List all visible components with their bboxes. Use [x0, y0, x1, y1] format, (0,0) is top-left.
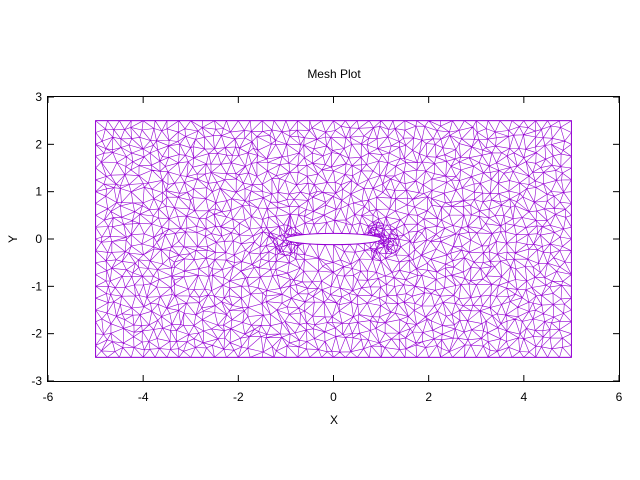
domain-boundary — [95, 120, 572, 358]
x-axis-label: X — [330, 413, 338, 427]
y-axis-label: Y — [6, 235, 20, 243]
x-tick-label: -6 — [43, 390, 54, 404]
mesh-layer — [95, 120, 572, 358]
y-tick-label: 1 — [35, 185, 42, 199]
chart-title: Mesh Plot — [307, 67, 361, 81]
y-tick-label: 3 — [35, 90, 42, 104]
y-tick-label: -1 — [31, 279, 42, 293]
airfoil-outline — [285, 232, 382, 246]
y-tick-label: -3 — [31, 374, 42, 388]
axis-ticks: -6 -4 -2 0 2 4 6 -3 -2 -1 0 1 2 3 — [31, 90, 622, 404]
x-tick-label: 2 — [425, 390, 432, 404]
x-tick-label: 4 — [520, 390, 527, 404]
x-tick-label: 6 — [616, 390, 623, 404]
x-tick-label: -2 — [233, 390, 244, 404]
x-tick-label: 0 — [330, 390, 337, 404]
plot-frame — [47, 96, 620, 382]
y-tick-label: 2 — [35, 137, 42, 151]
y-tick-label: -2 — [31, 327, 42, 341]
y-tick-label: 0 — [35, 232, 42, 246]
x-tick-label: -4 — [138, 390, 149, 404]
